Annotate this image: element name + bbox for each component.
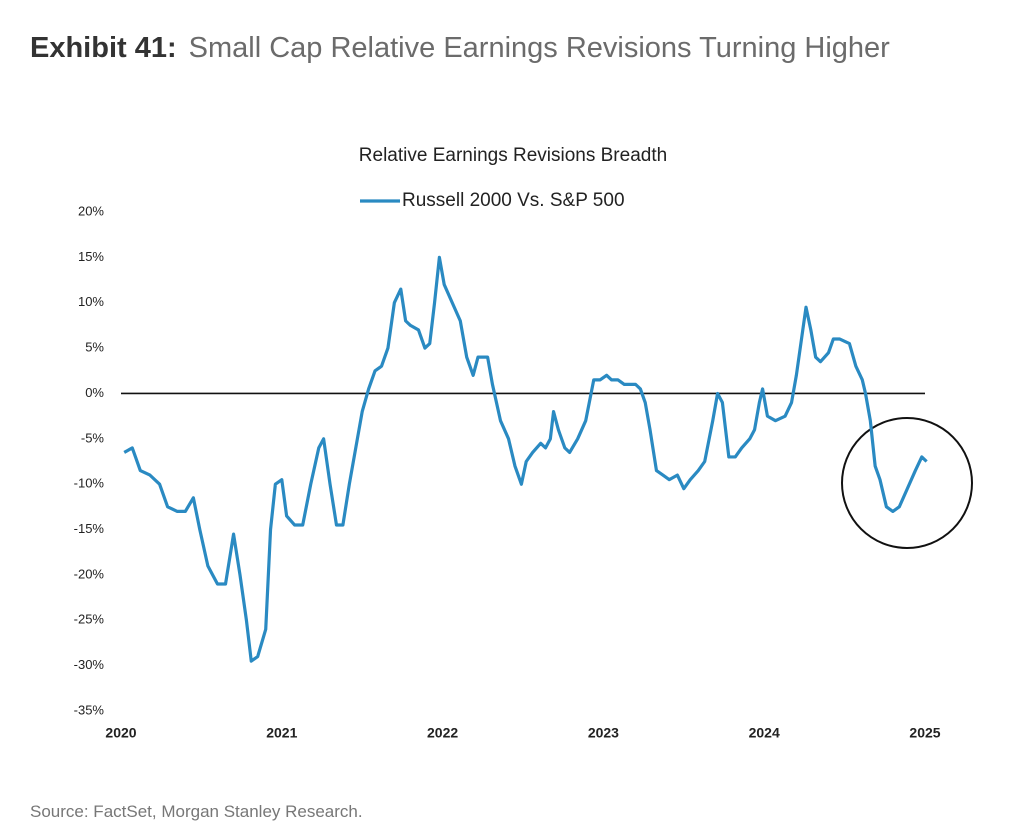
x-tick-label: 2020 (105, 725, 136, 741)
y-tick-label: -20% (74, 566, 105, 581)
y-tick-label: -15% (74, 521, 105, 536)
y-tick-label: -5% (81, 430, 105, 445)
y-tick-label: -35% (74, 702, 105, 717)
y-tick-label: 20% (78, 203, 104, 218)
x-tick-label: 2023 (588, 725, 619, 741)
y-tick-label: 5% (85, 340, 104, 355)
y-tick-label: -10% (74, 476, 105, 491)
header: Exhibit 41: Small Cap Relative Earnings R… (30, 22, 910, 74)
page-title: Small Cap Relative Earnings Revisions Tu… (188, 32, 890, 64)
y-tick-label: 10% (78, 294, 104, 309)
highlight-circle (841, 417, 973, 549)
chart: Relative Earnings Revisions Breadth -35%… (74, 145, 973, 741)
x-tick-label: 2021 (266, 725, 297, 741)
x-tick-label: 2025 (909, 725, 940, 741)
y-tick-label: 0% (85, 385, 104, 400)
exhibit-label: Exhibit 41: (30, 32, 177, 64)
legend-label: Russell 2000 Vs. S&P 500 (402, 190, 625, 211)
data-line (123, 255, 928, 663)
x-tick-label: 2024 (749, 725, 780, 741)
source: Source: FactSet, Morgan Stanley Research… (30, 802, 363, 821)
y-tick-label: -25% (74, 612, 105, 627)
chart-title: Relative Earnings Revisions Breadth (359, 145, 667, 166)
x-tick-label: 2022 (427, 725, 458, 741)
y-tick-label: 15% (78, 249, 104, 264)
y-tick-label: -30% (74, 657, 105, 672)
